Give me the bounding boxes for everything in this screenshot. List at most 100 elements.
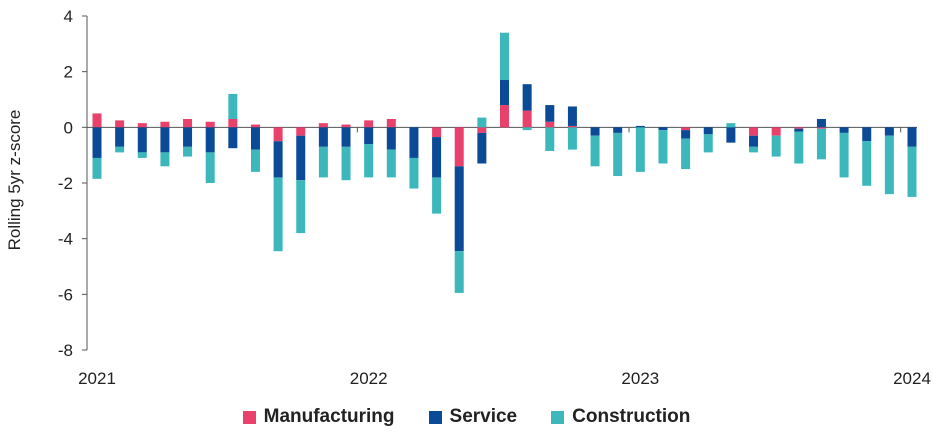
- bar-service: [567, 106, 577, 126]
- y-tick-label: -4: [58, 230, 73, 249]
- bar-service: [341, 127, 351, 147]
- bar-construction: [409, 157, 419, 189]
- bar-service: [726, 127, 736, 143]
- legend-item-manufacturing: Manufacturing: [242, 406, 395, 428]
- bar-service: [477, 132, 487, 164]
- bar-construction: [613, 132, 623, 177]
- bar-manufacturing: [477, 127, 487, 133]
- bar-service: [907, 127, 917, 147]
- bar-construction: [567, 127, 577, 150]
- bar-construction: [794, 131, 804, 164]
- x-tick-label: 2022: [350, 369, 388, 388]
- bar-manufacturing: [364, 120, 374, 128]
- bar-service: [703, 127, 713, 135]
- bar-manufacturing: [228, 118, 238, 128]
- bar-manufacturing: [183, 118, 193, 128]
- bar-service: [318, 127, 328, 147]
- legend-swatch: [242, 410, 256, 424]
- bar-service: [228, 127, 238, 149]
- y-axis: 4 2 0 -2 -4 -6 -8: [58, 7, 88, 360]
- bar-construction: [160, 152, 170, 167]
- bar-service: [545, 105, 555, 122]
- legend-swatch: [428, 410, 442, 424]
- y-tick-label: 2: [64, 63, 73, 82]
- bar-manufacturing: [137, 123, 147, 128]
- bar-service: [862, 127, 872, 142]
- bar-service: [500, 80, 509, 106]
- bar-construction: [884, 135, 894, 195]
- bar-construction: [839, 132, 849, 178]
- bar-service: [884, 127, 894, 136]
- bar-service: [613, 127, 623, 133]
- bar-service: [137, 127, 147, 153]
- y-tick-label: -2: [58, 174, 73, 193]
- bar-construction: [92, 157, 102, 179]
- bar-manufacturing: [567, 125, 577, 128]
- bar-construction: [364, 144, 374, 178]
- legend: Manufacturing Service Construction: [0, 406, 933, 428]
- bar-manufacturing: [386, 118, 396, 128]
- legend-label: Service: [449, 406, 518, 427]
- bar-construction: [341, 146, 351, 181]
- bar-construction: [250, 149, 260, 172]
- bar-construction: [183, 146, 193, 157]
- bar-manufacturing: [454, 127, 464, 167]
- bar-construction: [703, 134, 713, 153]
- bar-construction: [771, 135, 781, 157]
- bar-manufacturing: [749, 127, 759, 136]
- bar-service: [454, 166, 464, 252]
- bar-construction: [296, 180, 306, 234]
- bar-manufacturing: [273, 127, 283, 142]
- bar-manufacturing: [545, 121, 555, 128]
- bar-manufacturing: [500, 105, 509, 128]
- bar-service: [522, 84, 532, 111]
- bar-construction: [500, 32, 509, 81]
- bar-construction: [228, 93, 238, 119]
- bar-construction: [545, 127, 555, 151]
- bar-service: [409, 127, 419, 158]
- bar-manufacturing: [522, 110, 532, 128]
- bar-service: [115, 127, 125, 147]
- legend-item-service: Service: [428, 406, 518, 428]
- x-tick-label: 2023: [621, 369, 659, 388]
- bar-manufacturing: [92, 113, 102, 128]
- legend-label: Construction: [572, 406, 691, 427]
- x-tick-label: 2021: [78, 369, 116, 388]
- bar-construction: [681, 138, 691, 170]
- bar-service: [296, 135, 306, 181]
- bar-construction: [522, 127, 532, 131]
- bar-service: [205, 127, 215, 153]
- y-tick-label: -8: [58, 341, 73, 360]
- bar-construction: [386, 149, 396, 178]
- bar-manufacturing: [794, 127, 804, 129]
- y-tick-label: -6: [58, 285, 73, 304]
- bars: [92, 32, 917, 293]
- bar-service: [794, 128, 804, 132]
- bar-service: [816, 118, 826, 128]
- bar-service: [658, 127, 668, 131]
- bar-construction: [907, 146, 917, 197]
- bar-manufacturing: [250, 124, 260, 128]
- bar-service: [364, 127, 374, 145]
- bar-service: [432, 137, 442, 178]
- legend-item-construction: Construction: [551, 406, 690, 428]
- bar-service: [839, 127, 849, 133]
- x-tick-label: 2024: [893, 369, 931, 388]
- bar-manufacturing: [296, 127, 306, 136]
- y-axis-title: Rolling 5yr z-score: [5, 110, 24, 251]
- bar-service: [386, 127, 396, 150]
- bar-construction: [205, 152, 215, 183]
- bar-manufacturing: [318, 123, 328, 128]
- y-tick-label: 0: [64, 118, 73, 137]
- bar-construction: [432, 177, 442, 214]
- bar-service: [273, 141, 283, 178]
- bar-manufacturing: [681, 127, 691, 131]
- bar-service: [635, 125, 645, 128]
- bar-construction: [749, 146, 759, 153]
- bar-construction: [273, 177, 283, 252]
- bar-construction: [454, 251, 464, 293]
- bar-service: [749, 135, 759, 147]
- bar-manufacturing: [160, 121, 170, 128]
- bar-construction: [590, 135, 600, 167]
